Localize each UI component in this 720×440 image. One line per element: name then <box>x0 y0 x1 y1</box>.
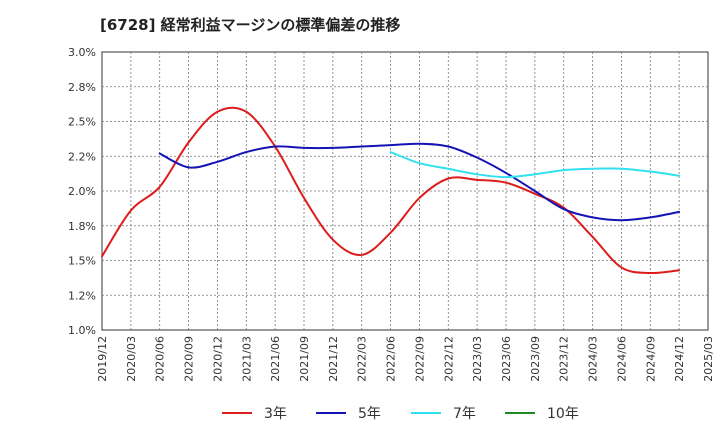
x-tick-label: 2023/09 <box>529 336 542 382</box>
series-line-0 <box>101 106 681 275</box>
x-tick-label: 2021/09 <box>298 336 311 382</box>
x-tick-label: 2021/06 <box>269 336 282 382</box>
x-tick-label: 2021/12 <box>327 336 340 382</box>
legend-label-1: 5年 <box>358 406 381 422</box>
x-tick-label: 2020/12 <box>211 336 224 382</box>
legend-label-3: 10年 <box>547 406 579 422</box>
x-tick-label: 2023/06 <box>500 336 513 382</box>
x-tick-label: 2024/12 <box>673 336 686 382</box>
y-tick-label: 1.5% <box>68 255 96 268</box>
legend-label-0: 3年 <box>264 406 287 422</box>
legend: 3年 5年 7年 10年 <box>222 406 579 422</box>
grid-lines <box>102 52 708 330</box>
x-axis: 2019/12 2020/03 2020/06 2020/09 2020/12 2021/… <box>96 336 715 382</box>
series-line-2 <box>389 151 681 179</box>
x-tick-label: 2023/03 <box>471 336 484 382</box>
y-tick-label: 2.2% <box>68 150 96 163</box>
y-tick-label: 3.0% <box>68 46 96 59</box>
y-tick-label: 2.5% <box>68 116 96 129</box>
y-axis: 1.0% 1.2% 1.5% 1.8% 2.0% 2.2% 2.5% 2.8% 3.0% <box>68 46 96 337</box>
x-tick-label: 2022/09 <box>413 336 426 382</box>
y-tick-label: 2.0% <box>68 185 96 198</box>
plot-area <box>101 51 709 331</box>
y-tick-label: 1.0% <box>68 324 96 337</box>
chart-title: [6728] 経常利益マージンの標準偏差の推移 <box>100 16 400 34</box>
x-tick-label: 2023/12 <box>558 336 571 382</box>
y-tick-label: 2.8% <box>68 81 96 94</box>
x-tick-label: 2020/09 <box>183 336 196 382</box>
y-tick-label: 1.2% <box>68 289 96 302</box>
x-tick-label: 2024/09 <box>644 336 657 382</box>
legend-label-2: 7年 <box>453 406 476 422</box>
x-tick-label: 2025/03 <box>702 336 715 382</box>
series-lines <box>101 106 681 275</box>
x-tick-label: 2022/03 <box>356 336 369 382</box>
x-tick-label: 2022/06 <box>385 336 398 382</box>
y-tick-label: 1.8% <box>68 220 96 233</box>
x-tick-label: 2024/03 <box>587 336 600 382</box>
x-tick-label: 2024/06 <box>615 336 628 382</box>
x-tick-label: 2021/03 <box>240 336 253 382</box>
series-line-1 <box>158 142 681 222</box>
x-tick-label: 2019/12 <box>96 336 109 382</box>
x-tick-label: 2022/12 <box>442 336 455 382</box>
x-tick-label: 2020/03 <box>125 336 138 382</box>
x-tick-label: 2020/06 <box>154 336 167 382</box>
